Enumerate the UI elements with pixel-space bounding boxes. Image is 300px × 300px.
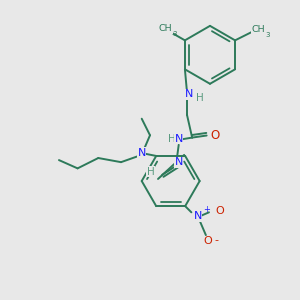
Text: O: O bbox=[204, 236, 212, 246]
Text: N: N bbox=[194, 212, 202, 221]
Text: 3: 3 bbox=[172, 31, 177, 37]
Text: O: O bbox=[215, 206, 224, 216]
Text: 3: 3 bbox=[265, 32, 270, 38]
Text: N: N bbox=[137, 148, 146, 158]
Text: +: + bbox=[203, 205, 210, 214]
Text: H: H bbox=[147, 167, 155, 177]
Text: H: H bbox=[196, 93, 203, 103]
Text: CH: CH bbox=[251, 26, 265, 34]
Text: H: H bbox=[168, 134, 175, 144]
Text: N: N bbox=[175, 134, 183, 144]
Text: -: - bbox=[214, 236, 218, 245]
Text: O: O bbox=[210, 129, 220, 142]
Text: N: N bbox=[175, 158, 183, 167]
Text: CH: CH bbox=[158, 25, 172, 34]
Text: N: N bbox=[185, 89, 193, 99]
